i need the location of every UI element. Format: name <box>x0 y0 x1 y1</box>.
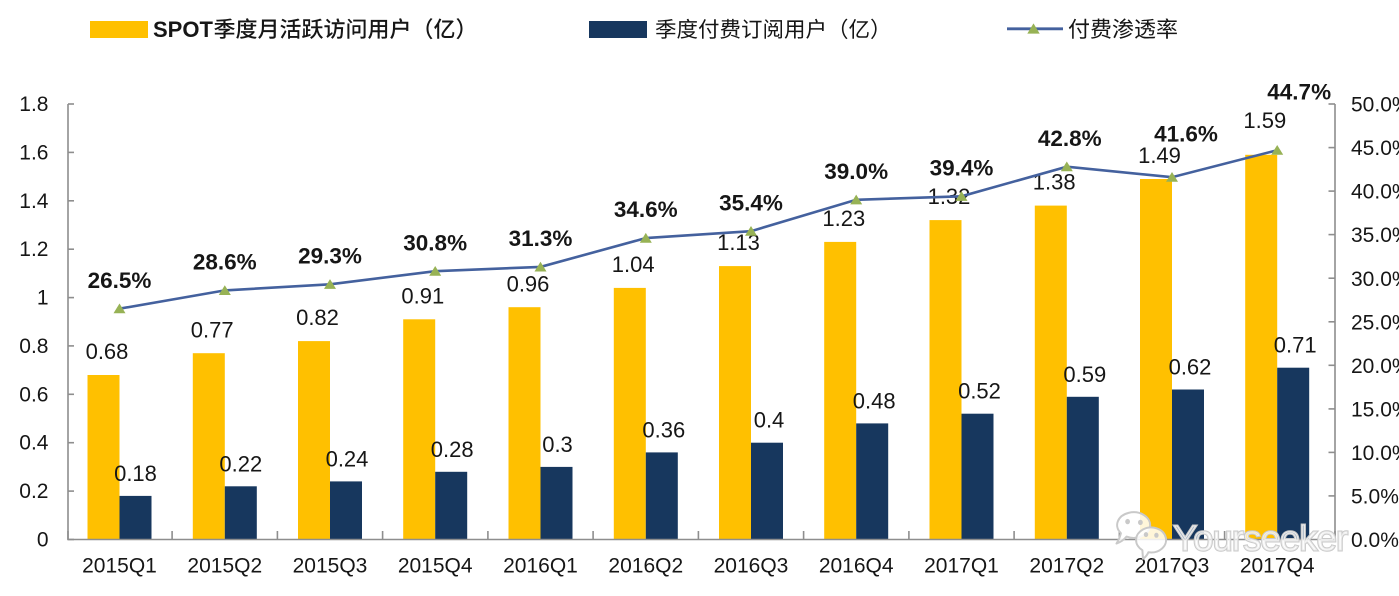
svg-text:29.3%: 29.3% <box>298 243 362 268</box>
svg-text:0.0%: 0.0% <box>1351 529 1399 552</box>
svg-text:1.2: 1.2 <box>19 238 48 261</box>
svg-text:45.0%: 45.0% <box>1351 137 1399 160</box>
svg-text:39.4%: 39.4% <box>930 155 994 180</box>
svg-text:0.59: 0.59 <box>1063 362 1106 387</box>
svg-text:31.3%: 31.3% <box>509 226 573 251</box>
svg-text:2016Q1: 2016Q1 <box>503 555 578 578</box>
svg-text:2016Q2: 2016Q2 <box>608 555 683 578</box>
svg-text:1.59: 1.59 <box>1243 108 1286 133</box>
svg-text:2017Q4: 2017Q4 <box>1240 555 1315 578</box>
svg-text:2016Q4: 2016Q4 <box>819 555 894 578</box>
svg-text:Yourseeker: Yourseeker <box>1173 518 1348 559</box>
svg-text:1: 1 <box>37 287 49 310</box>
svg-text:0.52: 0.52 <box>958 379 1001 404</box>
svg-text:1.4: 1.4 <box>19 190 49 213</box>
svg-text:0.68: 0.68 <box>86 339 129 364</box>
svg-text:44.7%: 44.7% <box>1267 80 1331 105</box>
svg-text:0.22: 0.22 <box>219 451 262 476</box>
svg-text:0.36: 0.36 <box>642 417 685 442</box>
svg-text:5.0%: 5.0% <box>1351 486 1399 509</box>
svg-text:42.8%: 42.8% <box>1038 126 1102 151</box>
svg-text:34.6%: 34.6% <box>614 197 678 222</box>
svg-text:0.71: 0.71 <box>1274 333 1317 358</box>
svg-text:2015Q1: 2015Q1 <box>82 555 157 578</box>
svg-text:28.6%: 28.6% <box>193 250 257 275</box>
svg-text:1.04: 1.04 <box>612 252 655 277</box>
svg-text:15.0%: 15.0% <box>1351 399 1399 422</box>
svg-text:0.82: 0.82 <box>296 305 339 330</box>
svg-text:0.91: 0.91 <box>401 283 444 308</box>
svg-text:20.0%: 20.0% <box>1351 355 1399 378</box>
svg-text:41.6%: 41.6% <box>1154 122 1218 147</box>
svg-text:25.0%: 25.0% <box>1351 311 1399 334</box>
svg-text:2017Q2: 2017Q2 <box>1029 555 1104 578</box>
svg-text:50.0%: 50.0% <box>1351 94 1399 117</box>
svg-text:0.2: 0.2 <box>19 480 48 503</box>
svg-text:30.8%: 30.8% <box>403 230 467 255</box>
svg-text:1.49: 1.49 <box>1138 143 1181 168</box>
svg-text:0.8: 0.8 <box>19 335 48 358</box>
svg-text:35.0%: 35.0% <box>1351 224 1399 247</box>
svg-text:2017Q1: 2017Q1 <box>924 555 999 578</box>
svg-text:0.62: 0.62 <box>1169 355 1212 380</box>
svg-text:2015Q3: 2015Q3 <box>293 555 368 578</box>
svg-text:0.6: 0.6 <box>19 383 48 406</box>
svg-text:0.24: 0.24 <box>326 446 369 471</box>
svg-text:0.4: 0.4 <box>754 408 785 433</box>
svg-text:40.0%: 40.0% <box>1351 181 1399 204</box>
svg-text:1.8: 1.8 <box>19 93 48 116</box>
svg-text:0.48: 0.48 <box>853 388 896 413</box>
svg-text:1.6: 1.6 <box>19 141 48 164</box>
svg-text:Yourseeker: Yourseeker <box>1173 518 1348 559</box>
svg-text:39.0%: 39.0% <box>824 159 888 184</box>
svg-text:2017Q3: 2017Q3 <box>1135 555 1210 578</box>
svg-text:0.28: 0.28 <box>431 437 474 462</box>
svg-text:0.4: 0.4 <box>19 432 49 455</box>
svg-text:2015Q2: 2015Q2 <box>187 555 262 578</box>
svg-text:SPOT: SPOT <box>153 17 213 42</box>
svg-text:35.4%: 35.4% <box>719 190 783 215</box>
svg-text:0.3: 0.3 <box>542 432 573 457</box>
svg-text:26.5%: 26.5% <box>88 268 152 293</box>
svg-text:0.77: 0.77 <box>191 317 234 342</box>
svg-text:10.0%: 10.0% <box>1351 442 1399 465</box>
svg-text:30.0%: 30.0% <box>1351 268 1399 291</box>
svg-text:0.18: 0.18 <box>114 461 157 486</box>
svg-text:0.96: 0.96 <box>507 271 550 296</box>
svg-text:2016Q3: 2016Q3 <box>714 555 789 578</box>
svg-text:1.23: 1.23 <box>822 206 865 231</box>
svg-text:2015Q4: 2015Q4 <box>398 555 473 578</box>
svg-text:0: 0 <box>37 529 49 552</box>
